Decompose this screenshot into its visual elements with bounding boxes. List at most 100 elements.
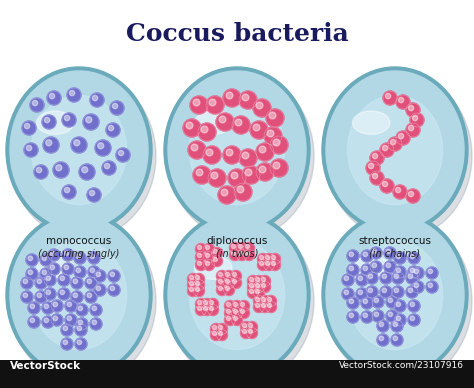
Circle shape [82, 167, 88, 173]
Circle shape [342, 288, 354, 300]
Circle shape [259, 166, 266, 173]
Circle shape [92, 320, 97, 325]
Circle shape [23, 293, 27, 298]
Circle shape [62, 249, 74, 261]
Circle shape [233, 302, 237, 307]
Circle shape [265, 296, 276, 307]
Circle shape [368, 288, 373, 293]
Circle shape [116, 148, 130, 162]
Circle shape [87, 188, 101, 202]
Circle shape [209, 99, 216, 106]
Circle shape [28, 256, 33, 261]
Circle shape [273, 162, 280, 169]
Circle shape [396, 254, 401, 258]
Circle shape [88, 252, 100, 264]
Circle shape [240, 302, 245, 307]
Circle shape [224, 284, 235, 296]
Ellipse shape [31, 95, 127, 204]
Circle shape [240, 322, 252, 333]
Ellipse shape [10, 216, 148, 374]
Circle shape [90, 268, 95, 273]
Circle shape [261, 303, 265, 308]
Circle shape [225, 272, 229, 277]
Circle shape [224, 270, 235, 282]
Circle shape [358, 276, 363, 281]
Circle shape [380, 286, 392, 298]
Circle shape [377, 320, 389, 332]
Circle shape [34, 165, 48, 179]
Circle shape [51, 314, 63, 326]
Circle shape [53, 316, 58, 320]
Circle shape [203, 251, 215, 263]
Circle shape [238, 244, 243, 249]
Circle shape [261, 297, 265, 301]
Circle shape [22, 121, 36, 135]
Circle shape [265, 262, 270, 265]
Circle shape [206, 96, 224, 114]
Circle shape [193, 279, 204, 291]
Circle shape [412, 115, 418, 121]
Ellipse shape [353, 111, 390, 134]
Circle shape [188, 141, 206, 159]
Circle shape [50, 265, 55, 270]
Circle shape [368, 274, 373, 279]
Circle shape [356, 288, 368, 300]
Circle shape [412, 267, 424, 279]
Circle shape [254, 275, 264, 286]
Circle shape [368, 163, 374, 169]
Circle shape [219, 331, 223, 336]
Circle shape [183, 119, 201, 137]
Circle shape [106, 123, 120, 137]
Circle shape [247, 275, 258, 286]
Circle shape [28, 270, 33, 275]
Text: sarcina: sarcina [376, 381, 414, 388]
Circle shape [69, 90, 75, 96]
Circle shape [242, 94, 249, 101]
Circle shape [53, 162, 69, 178]
Circle shape [191, 144, 198, 151]
Circle shape [98, 143, 104, 149]
Ellipse shape [6, 67, 152, 233]
Ellipse shape [168, 218, 314, 384]
Circle shape [228, 169, 246, 187]
Circle shape [406, 189, 420, 203]
Circle shape [195, 244, 207, 255]
Text: diplococcus: diplococcus [206, 236, 268, 246]
Ellipse shape [10, 73, 156, 239]
Circle shape [349, 299, 354, 303]
Circle shape [240, 309, 245, 314]
Circle shape [426, 267, 438, 279]
Circle shape [372, 310, 384, 322]
Circle shape [412, 281, 424, 293]
Circle shape [188, 279, 199, 291]
Circle shape [240, 327, 252, 338]
Circle shape [363, 313, 368, 318]
Circle shape [231, 315, 243, 326]
Circle shape [76, 268, 81, 273]
Circle shape [212, 331, 217, 336]
Circle shape [102, 161, 116, 175]
Circle shape [87, 279, 91, 284]
Circle shape [210, 324, 221, 334]
Circle shape [394, 252, 406, 264]
Circle shape [259, 275, 271, 286]
Circle shape [205, 253, 210, 258]
Circle shape [48, 263, 60, 275]
Circle shape [247, 282, 258, 293]
Circle shape [255, 277, 260, 282]
Circle shape [210, 329, 221, 341]
Circle shape [408, 314, 420, 326]
Circle shape [253, 124, 260, 131]
Circle shape [363, 266, 368, 270]
Circle shape [254, 282, 264, 293]
Circle shape [377, 334, 389, 346]
Circle shape [110, 101, 124, 115]
Ellipse shape [194, 111, 232, 134]
Circle shape [356, 274, 368, 286]
Circle shape [264, 253, 274, 265]
Ellipse shape [10, 218, 156, 384]
Circle shape [226, 92, 233, 99]
Circle shape [396, 131, 410, 145]
Circle shape [249, 289, 254, 294]
Circle shape [221, 189, 228, 196]
